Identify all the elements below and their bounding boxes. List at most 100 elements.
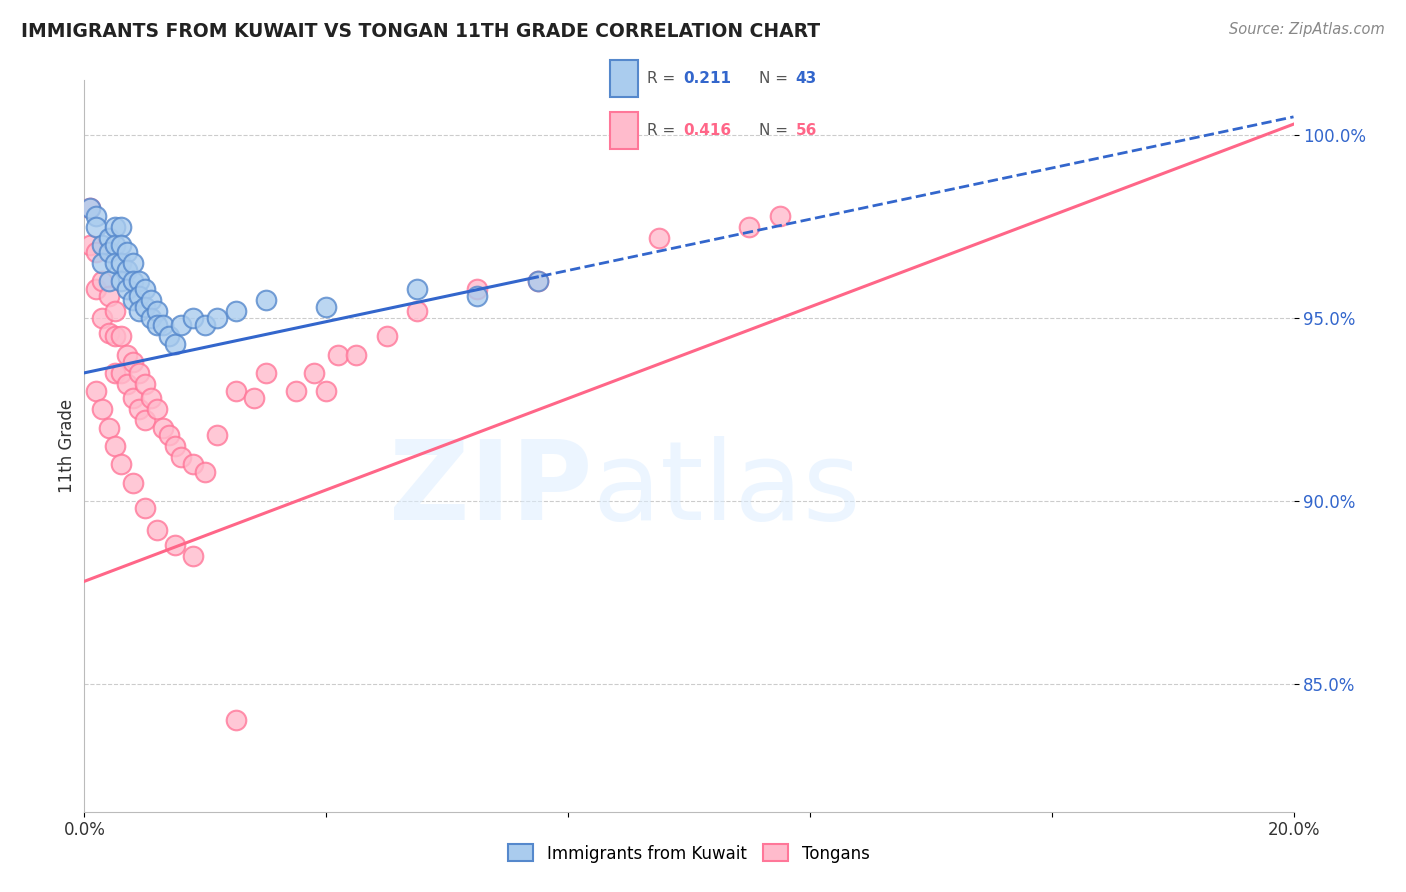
Point — [79, 202, 101, 216]
Y-axis label: 11th Grade: 11th Grade — [58, 399, 76, 493]
Point — [527, 274, 550, 288]
Point — [406, 282, 429, 296]
Point — [86, 384, 108, 398]
Point — [86, 219, 108, 234]
Point — [86, 209, 108, 223]
Point — [242, 392, 264, 406]
Point — [115, 263, 138, 277]
Point — [110, 458, 132, 472]
Text: 43: 43 — [796, 70, 817, 86]
Point — [157, 329, 180, 343]
Point — [104, 329, 127, 343]
Point — [375, 329, 398, 343]
Point — [79, 237, 101, 252]
Point — [128, 303, 150, 318]
Point — [146, 303, 169, 318]
Point — [467, 289, 489, 303]
Point — [104, 366, 127, 380]
Point — [738, 219, 761, 234]
Point — [134, 282, 156, 296]
Point — [157, 428, 180, 442]
Point — [121, 274, 143, 288]
Point — [302, 366, 325, 380]
Point — [115, 282, 138, 296]
Point — [146, 402, 169, 417]
Point — [165, 538, 187, 552]
Point — [285, 384, 308, 398]
Point — [121, 475, 143, 490]
Point — [86, 245, 108, 260]
Point — [225, 714, 247, 728]
Point — [97, 230, 120, 244]
Point — [134, 413, 156, 427]
Point — [110, 329, 132, 343]
Point — [115, 348, 138, 362]
Point — [91, 274, 114, 288]
Point — [91, 237, 114, 252]
Point — [134, 376, 156, 391]
Point — [146, 318, 169, 333]
Point — [139, 392, 162, 406]
Point — [207, 428, 229, 442]
Bar — [610, 112, 638, 149]
Point — [104, 237, 127, 252]
Point — [121, 256, 143, 270]
Point — [165, 336, 187, 351]
Point — [128, 274, 150, 288]
Point — [110, 237, 132, 252]
Text: ZIP: ZIP — [389, 436, 592, 543]
Point — [467, 282, 489, 296]
Point — [110, 274, 132, 288]
Point — [769, 209, 792, 223]
Text: N =: N = — [759, 70, 793, 86]
Point — [527, 274, 550, 288]
Point — [97, 289, 120, 303]
Point — [254, 366, 277, 380]
Point — [181, 311, 204, 326]
Point — [110, 219, 132, 234]
Point — [146, 523, 169, 537]
Point — [225, 384, 247, 398]
Point — [91, 311, 114, 326]
Point — [128, 402, 150, 417]
Point — [152, 420, 174, 434]
Point — [91, 256, 114, 270]
Text: 0.416: 0.416 — [683, 123, 731, 138]
Point — [104, 303, 127, 318]
Text: IMMIGRANTS FROM KUWAIT VS TONGAN 11TH GRADE CORRELATION CHART: IMMIGRANTS FROM KUWAIT VS TONGAN 11TH GR… — [21, 22, 820, 41]
Point — [406, 303, 429, 318]
Point — [128, 366, 150, 380]
Point — [315, 384, 337, 398]
Point — [110, 366, 132, 380]
Point — [139, 311, 162, 326]
Point — [225, 303, 247, 318]
Point — [181, 549, 204, 563]
Point — [104, 219, 127, 234]
Bar — [610, 60, 638, 97]
Point — [128, 289, 150, 303]
Point — [121, 293, 143, 307]
Text: 56: 56 — [796, 123, 817, 138]
Point — [86, 282, 108, 296]
Point — [315, 300, 337, 314]
Point — [115, 376, 138, 391]
Point — [346, 348, 368, 362]
Point — [121, 355, 143, 369]
Legend: Immigrants from Kuwait, Tongans: Immigrants from Kuwait, Tongans — [502, 838, 876, 869]
Point — [134, 300, 156, 314]
Point — [79, 202, 101, 216]
Point — [115, 245, 138, 260]
Point — [170, 450, 193, 464]
Point — [207, 311, 229, 326]
Point — [97, 420, 120, 434]
Point — [328, 348, 350, 362]
Point — [104, 439, 127, 453]
Point — [104, 256, 127, 270]
Text: R =: R = — [647, 123, 681, 138]
Point — [170, 318, 193, 333]
Point — [97, 326, 120, 340]
Text: atlas: atlas — [592, 436, 860, 543]
Point — [134, 501, 156, 516]
Point — [181, 458, 204, 472]
Point — [110, 256, 132, 270]
